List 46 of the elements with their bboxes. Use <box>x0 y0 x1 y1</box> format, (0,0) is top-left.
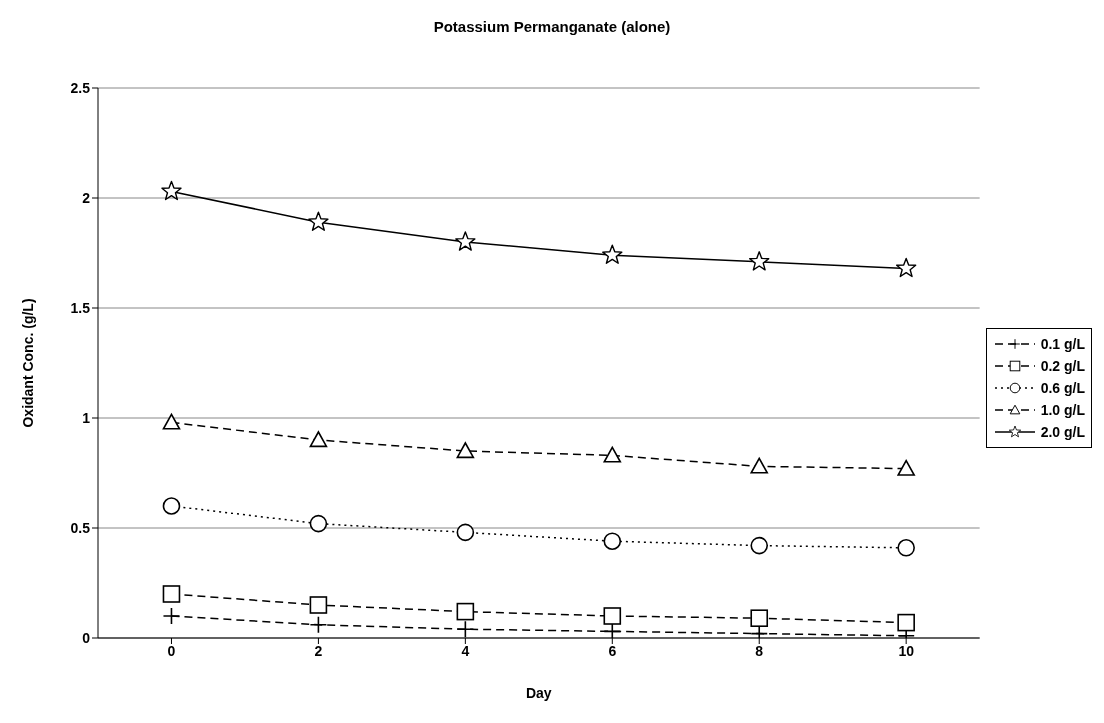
point <box>897 539 915 557</box>
point <box>309 596 328 614</box>
y-tick-label: 1 <box>82 409 91 426</box>
point <box>602 244 623 264</box>
point <box>162 585 181 603</box>
x-tick-label: 8 <box>755 642 764 659</box>
legend-label: 1.0 g/L <box>1040 402 1085 418</box>
point <box>456 602 475 621</box>
x-axis-title: Day <box>525 685 552 701</box>
legend-label: 0.1 g/L <box>1040 336 1085 352</box>
point <box>603 607 622 625</box>
point <box>161 180 182 201</box>
legend-label: 2.0 g/L <box>1040 424 1085 440</box>
x-tick-label: 6 <box>608 642 617 659</box>
x-tick-label: 2 <box>314 642 323 659</box>
chart-title: Potassium Permanganate (alone) <box>432 17 672 37</box>
point <box>162 607 181 625</box>
point <box>750 457 769 474</box>
point <box>309 514 328 533</box>
y-tick-label: 0 <box>82 629 91 646</box>
y-tick-label: 2.5 <box>70 79 91 96</box>
point <box>750 536 769 555</box>
point <box>455 231 476 251</box>
y-tick-label: 1.5 <box>70 299 91 316</box>
x-tick-label: 0 <box>167 642 176 659</box>
point <box>603 446 622 463</box>
point <box>897 459 915 476</box>
point <box>162 413 181 430</box>
point <box>749 251 770 271</box>
point <box>456 442 475 459</box>
point <box>897 613 915 632</box>
point <box>895 257 917 278</box>
point <box>308 211 329 231</box>
point <box>750 609 769 627</box>
x-tick-label: 4 <box>461 642 470 659</box>
legend-label: 0.2 g/L <box>1040 358 1085 374</box>
y-tick-label: 0.5 <box>70 519 91 536</box>
legend-label: 0.6 g/L <box>1040 380 1085 396</box>
y-axis-title: Oxidant Conc. (g/L) <box>19 298 36 428</box>
x-tick-label: 10 <box>898 642 915 659</box>
point <box>309 431 328 448</box>
point <box>603 532 622 550</box>
point <box>162 497 181 515</box>
y-tick-label: 2 <box>82 189 91 206</box>
point <box>309 616 328 634</box>
point <box>456 523 475 542</box>
